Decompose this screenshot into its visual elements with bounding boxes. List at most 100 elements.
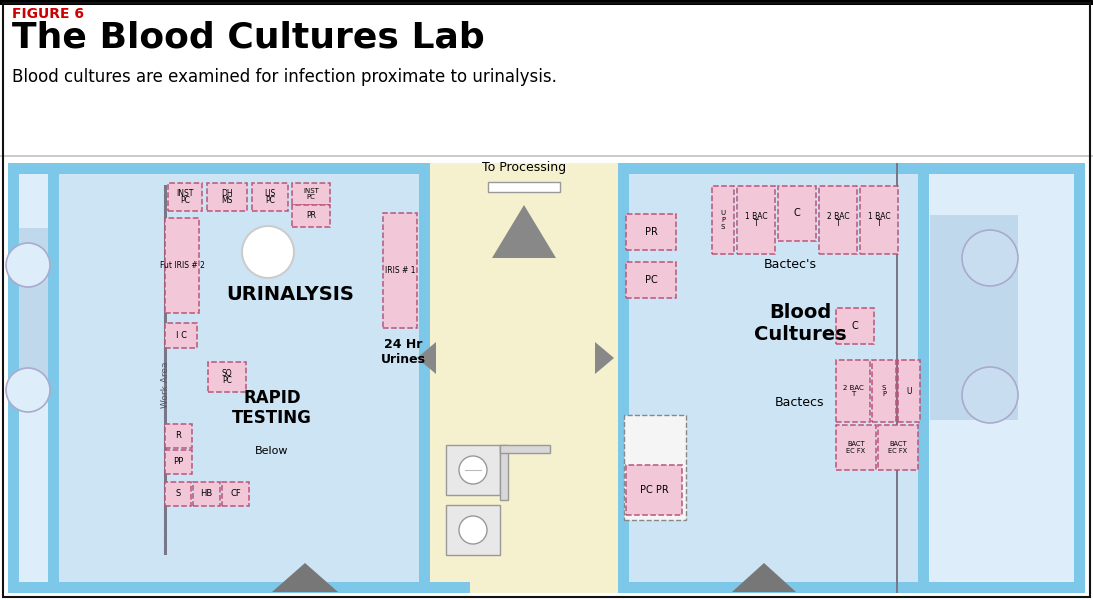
Circle shape [459,516,487,544]
Text: INST: INST [176,189,193,198]
Bar [0,0,1093,5]
Text: S: S [882,385,886,391]
Bar [618,163,628,593]
Text: To Processing: To Processing [482,161,566,175]
Bar [165,218,199,313]
Bar [898,360,920,422]
Text: P: P [721,217,725,223]
Bar [222,482,249,506]
Text: 2 BAC: 2 BAC [843,385,863,391]
Bar [860,186,898,254]
Text: BACT: BACT [847,441,865,447]
Text: I C: I C [176,331,187,340]
Text: The Blood Cultures Lab: The Blood Cultures Lab [12,20,485,54]
Bar [193,482,220,506]
Circle shape [5,368,50,412]
Bar [446,445,500,495]
Text: C: C [794,208,800,218]
Bar [626,465,682,515]
Bar [836,425,875,470]
Text: EC FX: EC FX [846,448,866,454]
Bar [918,163,929,593]
Text: INST: INST [303,188,319,194]
Bar [446,505,500,555]
Text: T: T [754,219,759,228]
Bar [624,415,686,520]
Bar [48,582,430,593]
Text: Work Area: Work Area [162,362,171,408]
Text: Bactec's: Bactec's [764,259,816,271]
Bar [872,360,896,422]
Circle shape [5,243,50,287]
Bar [618,163,918,593]
Text: RAPID
TESTING: RAPID TESTING [232,389,312,427]
Text: PR: PR [306,211,316,220]
Text: SQ: SQ [222,369,233,378]
Polygon shape [418,342,436,374]
Text: 1 BAC: 1 BAC [868,212,891,221]
Bar [737,186,775,254]
Circle shape [962,367,1018,423]
Text: PP: PP [174,457,184,467]
Bar [48,163,59,593]
Text: C: C [851,321,858,331]
Bar [165,424,192,448]
Bar [819,186,857,254]
Bar [8,163,19,593]
Text: DH: DH [221,189,233,198]
Text: T: T [850,391,855,397]
Bar [500,445,508,500]
Text: PC: PC [222,376,232,385]
Bar [419,163,430,593]
Text: T: T [877,219,881,228]
Bar [645,582,745,593]
Text: U: U [720,210,726,216]
Text: P: P [882,391,886,397]
Text: 1 BAC: 1 BAC [744,212,767,221]
Text: FIGURE 6: FIGURE 6 [12,7,84,21]
Bar [252,183,287,211]
Bar [618,163,918,174]
Bar [430,163,618,593]
Bar [712,186,734,254]
Circle shape [242,226,294,278]
Bar [171,582,285,593]
Bar [292,205,330,227]
Text: Blood
Cultures: Blood Cultures [754,302,846,343]
Text: CF: CF [231,490,240,499]
Text: Fut IRIS # 2: Fut IRIS # 2 [160,261,204,270]
Bar [778,186,816,241]
Text: Below: Below [256,446,289,456]
Bar [626,214,675,250]
Text: R: R [176,431,181,440]
Bar [896,163,898,593]
Circle shape [962,230,1018,286]
Text: URINALYSIS: URINALYSIS [226,286,354,304]
Polygon shape [492,205,556,258]
Text: S: S [720,224,725,230]
Bar [836,308,874,344]
Bar [918,582,1085,593]
Text: 24 Hr
Urines: 24 Hr Urines [380,338,425,366]
Bar [8,163,48,174]
Polygon shape [595,342,614,374]
Bar [500,445,550,453]
Bar [164,185,166,555]
Text: S: S [175,490,180,499]
Text: MS: MS [221,196,233,205]
Text: PC: PC [645,275,657,285]
Bar [487,182,560,192]
Bar [836,360,870,422]
Text: PC: PC [306,194,316,200]
Text: U: U [906,386,912,395]
Bar [383,213,418,328]
Text: PR: PR [645,227,657,237]
Bar [8,163,48,593]
Bar [165,450,192,474]
Text: EC FX: EC FX [889,448,907,454]
Bar [8,582,48,593]
Polygon shape [272,563,338,592]
Text: 2 BAC: 2 BAC [826,212,849,221]
Text: Bactecs: Bactecs [775,397,825,409]
Bar [165,482,191,506]
